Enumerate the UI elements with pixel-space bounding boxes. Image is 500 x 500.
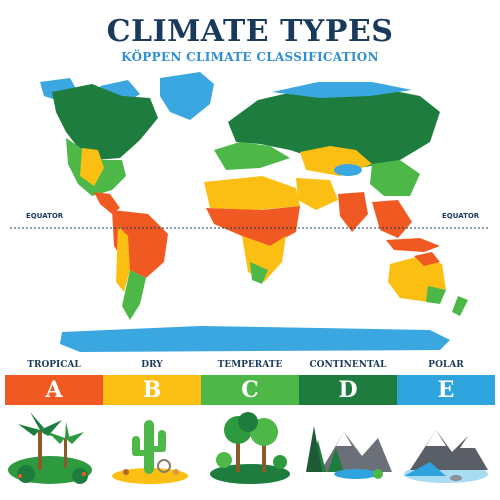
europe-temperate	[214, 142, 290, 170]
india-tropical	[338, 192, 368, 232]
australia-temperate	[426, 286, 446, 304]
legend-labels: TROPICAL DRY TEMPERATE CONTINENTAL POLAR	[5, 360, 495, 370]
world-climate-map	[10, 72, 490, 352]
legend-label-continental: CONTINENTAL	[309, 360, 387, 370]
greenland-polar	[160, 72, 214, 120]
legend-swatch-dry: B	[103, 375, 201, 405]
legend-label-polar: POLAR	[428, 360, 464, 370]
indonesia-tropical	[386, 238, 440, 252]
southeast-asia-tropical	[372, 200, 412, 238]
central-america	[94, 192, 120, 214]
east-asia-temperate	[370, 160, 420, 196]
legend-bar: A B C D E	[5, 375, 495, 405]
tropical-scene-icon	[8, 412, 92, 484]
new-zealand	[452, 296, 468, 316]
legend-swatch-continental: D	[299, 375, 397, 405]
climate-scenes	[8, 412, 488, 484]
caspian-lake	[334, 164, 362, 176]
north-america-continental	[52, 84, 158, 160]
north-america-dry	[80, 148, 104, 186]
legend-label-dry: DRY	[141, 360, 163, 370]
middle-east-dry	[296, 178, 338, 210]
equator-label-left: EQUATOR	[26, 212, 64, 220]
africa-dry-north	[204, 176, 300, 210]
africa-tropical	[206, 206, 300, 246]
south-america-temperate	[122, 270, 146, 320]
dry-scene-icon	[112, 420, 188, 484]
page-subtitle: KÖPPEN CLIMATE CLASSIFICATION	[121, 50, 379, 64]
legend-label-tropical: TROPICAL	[27, 360, 81, 370]
legend-swatch-tropical: A	[5, 375, 103, 405]
legend-swatch-polar: E	[397, 375, 495, 405]
page-title: CLIMATE TYPES	[106, 14, 394, 49]
africa-south-temperate	[250, 262, 268, 284]
eurasia-polar	[272, 82, 412, 98]
polar-scene-icon	[404, 430, 488, 483]
equator-label-right: EQUATOR	[442, 212, 480, 220]
temperate-scene-icon	[210, 412, 290, 484]
south-america-dry	[116, 226, 130, 292]
legend-label-temperate: TEMPERATE	[217, 360, 283, 370]
continental-scene-icon	[306, 426, 392, 479]
legend-swatch-temperate: C	[201, 375, 299, 405]
australia-tropical	[414, 252, 440, 266]
antarctica-polar	[60, 326, 450, 352]
eurasia-continental	[228, 86, 440, 168]
